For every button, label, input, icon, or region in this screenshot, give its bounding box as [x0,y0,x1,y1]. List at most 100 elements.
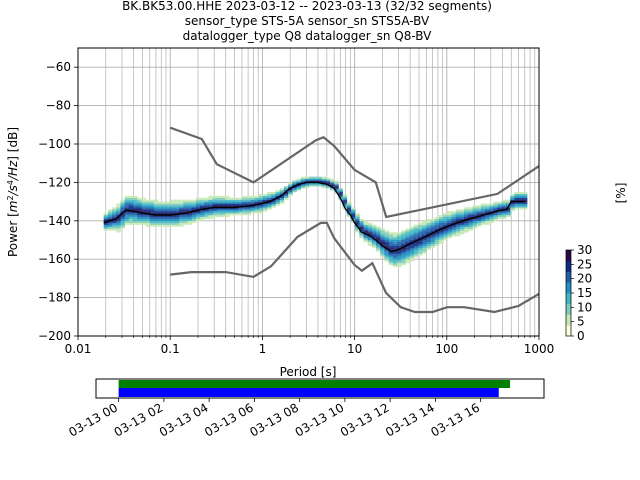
histogram-cell [120,205,126,208]
histogram-cell [497,203,503,206]
histogram-cell [179,207,184,210]
histogram-cell [443,234,448,237]
histogram-cell [149,209,155,212]
histogram-cell [149,203,155,206]
histogram-cell [283,192,289,195]
histogram-cell [191,199,197,202]
histogram-cell [128,222,134,225]
histogram-cell [388,240,394,243]
histogram-cell [451,234,457,237]
histogram-cell [216,195,222,198]
histogram-cell [267,205,272,208]
histogram-cell [380,245,385,248]
histogram-cell [459,209,465,212]
histogram-cell [120,224,126,227]
histogram-cell [447,222,452,225]
histogram-cell [426,224,431,227]
histogram-cell [447,232,452,235]
histogram-cell [447,213,452,216]
histogram-cell [200,209,205,212]
histogram-cell [459,222,465,225]
histogram-cell [405,247,411,250]
histogram-cell [120,216,126,220]
histogram-cell [476,224,482,227]
histogram-cell [170,215,176,218]
histogram-cell [485,211,490,214]
histogram-cell [405,255,411,258]
y-tick-label: −80 [46,99,71,113]
histogram-cell [233,205,239,208]
histogram-cell [258,203,264,206]
histogram-cell [434,220,440,223]
histogram-cell [225,195,230,198]
histogram-cell [409,249,415,252]
y-tick-label: −180 [38,291,71,305]
histogram-cell [392,259,398,262]
histogram-cell [107,209,113,212]
histogram-cell [149,224,155,227]
histogram-cell [497,205,503,208]
histogram-cell [288,190,293,193]
histogram-cell [501,215,507,218]
histogram-cell [413,255,419,258]
histogram-cell [388,259,394,262]
histogram-cell [455,234,461,237]
histogram-cell [338,188,343,191]
histogram-cell [116,213,121,216]
histogram-cell [128,211,134,214]
histogram-cell [346,203,352,206]
histogram-cell [384,243,390,246]
histogram-cell [179,199,184,202]
histogram-cell [107,224,113,227]
histogram-cell [501,199,507,202]
histogram-cell [204,197,209,200]
histogram-cell [208,209,214,212]
histogram-cell [518,205,524,208]
histogram-cell [200,213,205,216]
histogram-cell [309,182,314,185]
histogram-cell [392,257,398,260]
histogram-cell [288,188,293,191]
histogram-cell [191,207,197,210]
histogram-cell [384,236,390,239]
histogram-cell [371,243,377,246]
histogram-cell [271,197,276,200]
histogram-cell [179,211,184,214]
histogram-cell [455,216,461,220]
histogram-cell [397,238,402,241]
histogram-cell [233,197,239,200]
histogram-cell [296,186,302,189]
histogram-cell [464,224,469,227]
histogram-cell [514,207,520,210]
colorbar-segment [566,282,571,294]
histogram-cell [501,201,507,204]
histogram-cell [212,215,218,218]
histogram-cell [179,215,184,218]
histogram-cell [384,230,390,233]
histogram-cell [107,216,113,220]
histogram-cell [325,180,331,183]
histogram-cell [413,253,419,256]
histogram-cell [170,199,176,202]
histogram-cell [485,216,490,220]
histogram-cell [376,228,381,231]
histogram-cell [430,238,436,241]
histogram-cell [409,230,415,233]
histogram-cell [489,205,494,208]
histogram-cell [128,215,134,218]
histogram-cell [158,205,163,208]
histogram-cell [413,249,419,252]
histogram-cell [145,224,151,227]
histogram-cell [179,218,184,221]
histogram-cell [216,197,222,200]
histogram-cell [225,211,230,214]
time-tick-label: 03-13 10 [293,400,347,439]
histogram-cell [141,197,147,200]
histogram-cell [183,218,188,221]
histogram-cell [183,211,188,214]
ylabel-part-5: 4 [6,180,15,185]
histogram-cell [409,259,415,262]
histogram-cell [418,234,423,237]
histogram-cell [187,203,193,206]
histogram-cell [112,209,117,212]
